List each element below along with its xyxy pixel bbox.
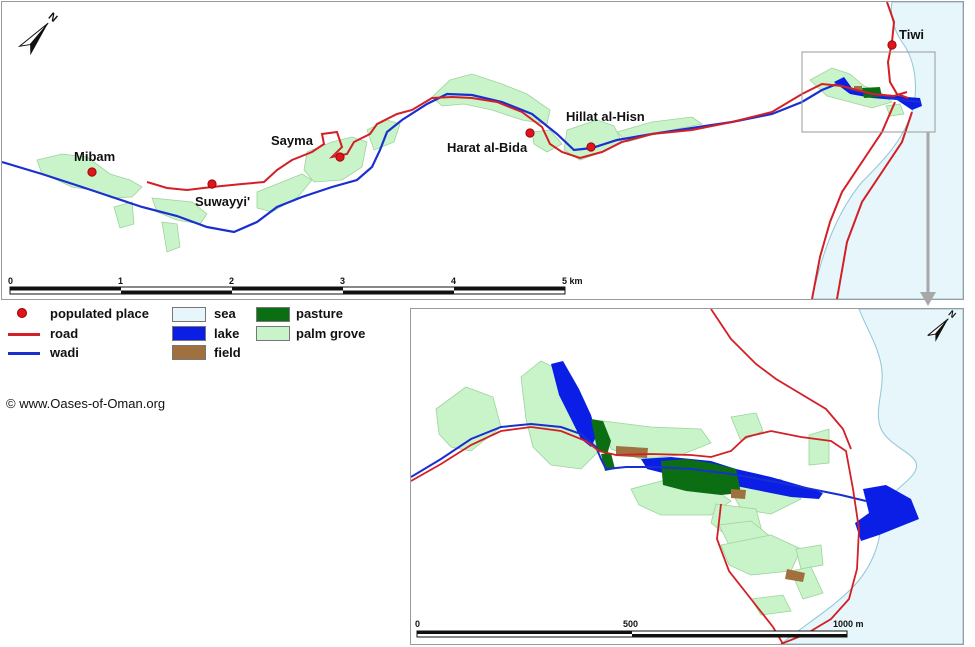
- inset-sea-area: [780, 309, 963, 644]
- main-scale-tick-3: 3: [340, 276, 345, 286]
- palm-grove: [256, 173, 313, 213]
- legend-road-line: [8, 333, 40, 336]
- legend-sea-label: sea: [214, 306, 236, 321]
- place-dot-tiwi: [887, 40, 897, 50]
- legend-pasture-swatch: [256, 307, 290, 322]
- place-dot-sayma: [335, 152, 345, 162]
- main-map[interactable]: N Mibam Sayma Suwayyi' Harat al-Bida Hil…: [1, 1, 964, 300]
- main-scale-tick-5: 5 km: [562, 276, 583, 286]
- place-dot-harat-al-bida: [525, 128, 535, 138]
- inset-roads: [411, 309, 860, 644]
- place-dot-suwayyi: [207, 179, 217, 189]
- place-label-hillat-al-hisn: Hillat al-Hisn: [566, 109, 645, 124]
- palm-grove: [808, 428, 830, 466]
- legend-field-label: field: [214, 345, 241, 360]
- inset-scale-bar: 0 500 1000 m: [415, 619, 864, 638]
- place-label-sayma: Sayma: [271, 133, 314, 148]
- place-label-tiwi: Tiwi: [899, 27, 924, 42]
- main-scale-tick-4: 4: [451, 276, 456, 286]
- place-label-harat-al-bida: Harat al-Bida: [447, 140, 528, 155]
- palm-grove: [795, 544, 824, 570]
- road-line: [886, 2, 909, 99]
- road-line: [836, 111, 913, 299]
- legend-field-swatch: [172, 345, 206, 360]
- palm-grove: [113, 201, 135, 229]
- legend-palm-grove-label: palm grove: [296, 326, 366, 341]
- legend-lake-label: lake: [214, 326, 240, 341]
- road-line: [411, 426, 860, 644]
- legend-wadi-label: wadi: [50, 345, 79, 360]
- legend-wadi-line: [8, 352, 40, 355]
- place-label-suwayyi: Suwayyi': [195, 194, 250, 209]
- road-line: [710, 309, 852, 450]
- copyright-link[interactable]: © www.Oases-of-Oman.org: [6, 396, 166, 411]
- place-dot-mibam: [87, 167, 97, 177]
- inset-map[interactable]: N 0 500 1000 m: [410, 308, 964, 645]
- place-dot-hillat-al-hisn: [586, 142, 596, 152]
- palm-grove: [161, 221, 181, 253]
- field-area: [785, 569, 805, 582]
- place-label-mibam: Mibam: [74, 149, 115, 164]
- inset-scale-tick-500: 500: [623, 619, 638, 629]
- main-scale-tick-0: 0: [8, 276, 13, 286]
- palm-grove: [750, 594, 792, 616]
- field-area: [616, 446, 648, 458]
- inset-scale-tick-0: 0: [415, 619, 420, 629]
- road-line: [716, 503, 784, 644]
- inset-extent: [801, 51, 936, 133]
- legend-road-label: road: [50, 326, 79, 341]
- inset-scale-tick-1000: 1000 m: [833, 619, 864, 629]
- field-area: [731, 489, 746, 499]
- legend: populated place road wadi sea lake field…: [0, 300, 400, 380]
- roads: [146, 2, 913, 299]
- legend-sea-swatch: [172, 307, 206, 322]
- inset-wadi-line: [411, 422, 867, 502]
- main-scale-tick-2: 2: [229, 276, 234, 286]
- pasture-area: [591, 419, 611, 455]
- lake-area: [551, 361, 597, 447]
- place-dots: [87, 40, 897, 189]
- legend-palm-grove-swatch: [256, 326, 290, 341]
- road-line: [146, 82, 908, 192]
- legend-populated-place-dot: [17, 308, 27, 318]
- main-scale-bar: 0 1 2 3 4 5 km: [8, 276, 583, 295]
- palm-grove: [435, 386, 502, 452]
- legend-populated-place-label: populated place: [50, 306, 149, 321]
- main-scale-tick-1: 1: [118, 276, 123, 286]
- legend-pasture-label: pasture: [296, 306, 343, 321]
- inset-north-label: N: [946, 309, 957, 320]
- legend-lake-swatch: [172, 326, 206, 341]
- lake-area: [855, 485, 919, 541]
- sea-area: [811, 2, 963, 299]
